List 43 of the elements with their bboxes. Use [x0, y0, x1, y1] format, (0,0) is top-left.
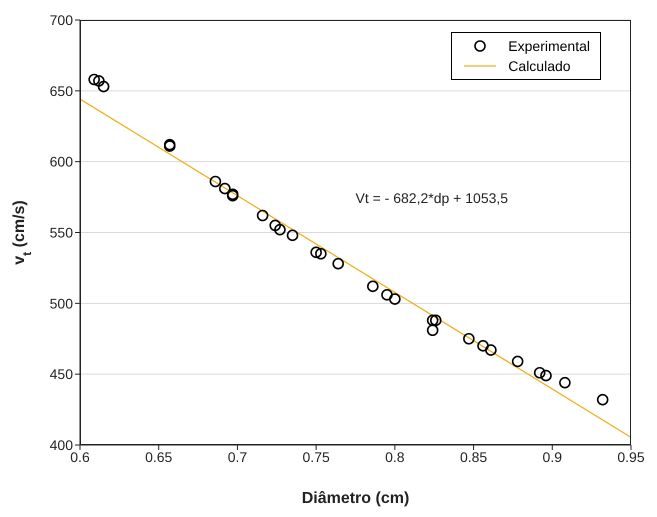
point	[389, 293, 401, 305]
point	[286, 230, 298, 242]
point	[477, 340, 489, 352]
x-tick-label: 0.95	[617, 448, 645, 465]
point	[98, 80, 110, 92]
point	[310, 246, 322, 258]
y-tick-label: 550	[50, 224, 74, 240]
x-tick-label: 0.85	[460, 448, 488, 465]
point	[534, 366, 546, 379]
y-tick-label: 500	[50, 295, 74, 312]
point	[596, 394, 608, 406]
x-axis-title: Diâmetro (cm)	[302, 490, 410, 507]
y-tick-label: 600	[50, 154, 74, 170]
x-tick-label: 0.65	[145, 448, 173, 465]
point	[219, 182, 231, 194]
point	[426, 314, 438, 326]
point	[512, 356, 524, 368]
point	[274, 224, 286, 236]
point	[463, 332, 475, 345]
y-tick-label: 650	[50, 82, 74, 99]
legend-label: Calculado	[508, 58, 571, 74]
y-tick-label: 450	[50, 366, 74, 382]
x-tick-label: 0.8	[385, 448, 405, 465]
point	[540, 370, 552, 382]
point	[381, 289, 393, 301]
point	[88, 74, 100, 86]
point	[269, 220, 282, 232]
annotation: Vt = - 682,2*dp + 1053,5	[356, 190, 508, 206]
point	[430, 314, 442, 326]
point	[426, 324, 438, 336]
point	[485, 344, 497, 356]
y-tick-label: 700	[50, 12, 74, 28]
x-tick-label: 0.75	[302, 448, 330, 465]
x-tick-label: 0.7	[228, 448, 248, 465]
point	[332, 258, 344, 270]
point	[256, 210, 268, 222]
point	[210, 176, 222, 188]
x-tick-label: 0.9	[542, 448, 562, 465]
point	[559, 376, 571, 388]
point	[367, 280, 379, 292]
point	[315, 248, 327, 260]
legend-label: Experimental	[508, 38, 590, 54]
point	[93, 75, 105, 87]
